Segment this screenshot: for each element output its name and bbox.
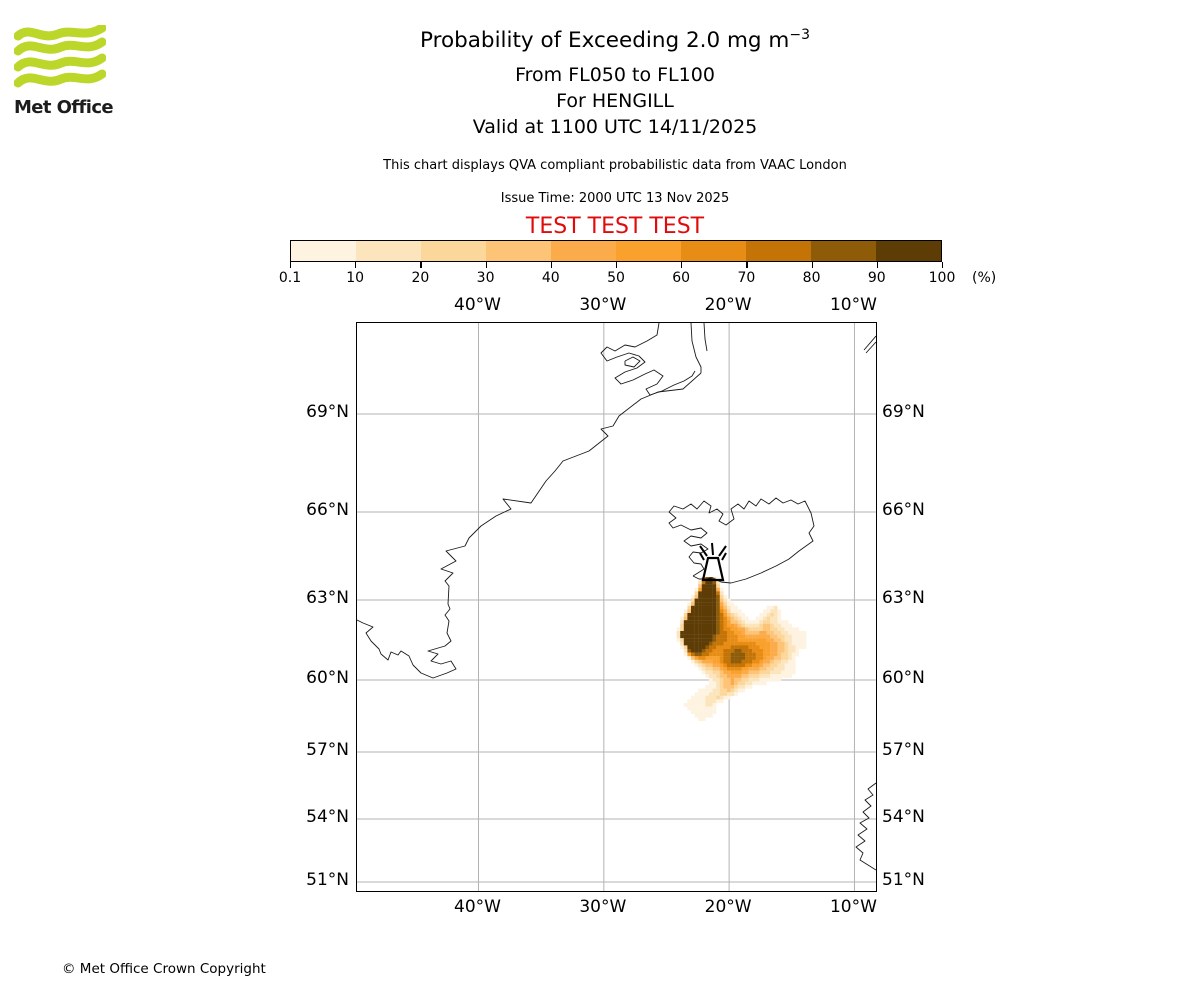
colorbar-tick-label: 40	[541, 270, 560, 286]
lat-label-right: 66°N	[882, 499, 925, 520]
colorbar-tick	[746, 262, 748, 268]
colorbar-segment	[291, 241, 356, 261]
colorbar-tick-label: 0.1	[278, 270, 302, 286]
ash-probability-plume	[676, 577, 807, 722]
coastline-fjord-channel-a	[690, 323, 702, 373]
lat-label-right: 57°N	[882, 740, 925, 760]
issue-time: Issue Time: 2000 UTC 13 Nov 2025	[500, 191, 730, 206]
colorbar-tick-label: 90	[867, 270, 886, 286]
logo-waves-icon	[13, 23, 107, 88]
test-banner: TEST TEST TEST	[525, 214, 705, 239]
coastlines	[357, 323, 876, 871]
coastline-greenland-fjords	[600, 323, 696, 396]
lon-label-bottom: 40°W	[454, 897, 501, 917]
subtitle-valid-time: Valid at 1100 UTC 14/11/2025	[472, 116, 758, 138]
colorbar-tick-label: 20	[411, 270, 430, 286]
colorbar-segment	[811, 241, 876, 261]
lat-label-left: 63°N	[306, 588, 349, 608]
colorbar-tick-label: 70	[737, 270, 756, 286]
colorbar-tick-label: 80	[802, 270, 821, 286]
lat-label-right: 54°N	[882, 806, 925, 827]
lat-label-left: 60°N	[306, 667, 349, 688]
lon-label-top: 40°W	[454, 295, 501, 315]
colorbar-segment	[876, 241, 941, 261]
coastline-jan-mayen-a	[863, 335, 876, 351]
colorbar-segment	[421, 241, 486, 261]
map-frame	[356, 322, 877, 892]
page-title-text: Probability of Exceeding 2.0 mg m	[419, 28, 790, 54]
lat-label-left: 69°N	[306, 401, 349, 422]
colorbar-segment	[551, 241, 616, 261]
subtitle-flight-levels: From FL050 to FL100	[515, 64, 715, 86]
colorbar-tick	[942, 262, 944, 268]
colorbar-tick	[681, 262, 683, 268]
logo-brand-text: Met Office	[14, 97, 114, 118]
lon-label-bottom: 10°W	[829, 897, 877, 917]
lat-label-left: 66°N	[306, 499, 349, 520]
colorbar-tick	[616, 262, 618, 268]
lat-label-left: 54°N	[306, 806, 349, 827]
met-office-logo: Met Office	[13, 23, 124, 118]
colorbar-ticks	[290, 262, 944, 268]
map-svg	[357, 323, 876, 891]
colorbar-tick	[355, 262, 357, 268]
lon-label-top: 10°W	[829, 295, 877, 315]
colorbar-segment	[746, 241, 811, 261]
colorbar	[290, 240, 942, 262]
coastline-fjord-island	[624, 356, 641, 368]
colorbar-tick	[485, 262, 487, 268]
lat-label-left: 51°N	[306, 869, 349, 890]
grid-lines	[357, 323, 876, 891]
colorbar-segment	[616, 241, 681, 261]
coastline-ireland-west	[855, 782, 876, 871]
colorbar-tick-label: 10	[346, 270, 365, 286]
volcano-marker-icon	[699, 542, 727, 582]
coastline-greenland-main	[357, 372, 702, 679]
page-title-exponent: −3	[789, 27, 810, 43]
colorbar-tick	[876, 262, 878, 268]
lat-label-right: 63°N	[882, 588, 925, 608]
colorbar-segment	[486, 241, 551, 261]
coastline-iceland	[668, 497, 815, 584]
colorbar-tick	[811, 262, 813, 268]
coastline-fjord-channel-b	[703, 323, 708, 352]
colorbar-tick-label: 30	[476, 270, 495, 286]
colorbar-tick	[550, 262, 552, 268]
copyright: © Met Office Crown Copyright	[62, 961, 266, 977]
colorbar-tick-label: 60	[672, 270, 691, 286]
subtitle-volcano: For HENGILL	[556, 90, 674, 112]
lat-label-left: 57°N	[306, 740, 349, 760]
lat-label-right: 51°N	[882, 869, 925, 890]
page-title: Probability of Exceeding 2.0 mg m−3	[280, 27, 950, 53]
lon-label-bottom: 20°W	[704, 897, 752, 917]
colorbar-unit: (%)	[972, 270, 997, 286]
lon-label-top: 30°W	[579, 295, 627, 315]
qva-note: This chart displays QVA compliant probab…	[383, 158, 847, 173]
lat-label-right: 60°N	[882, 667, 925, 688]
colorbar-segment	[681, 241, 746, 261]
colorbar-segment	[356, 241, 421, 261]
colorbar-tick-label: 50	[607, 270, 625, 286]
colorbar-tick-labels: 0.1 10 20 30 40 50 60 70 80 90 100	[279, 270, 956, 288]
lon-label-bottom: 30°W	[579, 897, 627, 917]
lon-label-top: 20°W	[704, 295, 752, 315]
colorbar-tick-label: 100	[928, 270, 956, 286]
coastline-jan-mayen-b	[865, 341, 876, 354]
colorbar-tick	[290, 262, 292, 268]
colorbar-tick	[420, 262, 422, 268]
lat-label-right: 69°N	[882, 401, 925, 422]
